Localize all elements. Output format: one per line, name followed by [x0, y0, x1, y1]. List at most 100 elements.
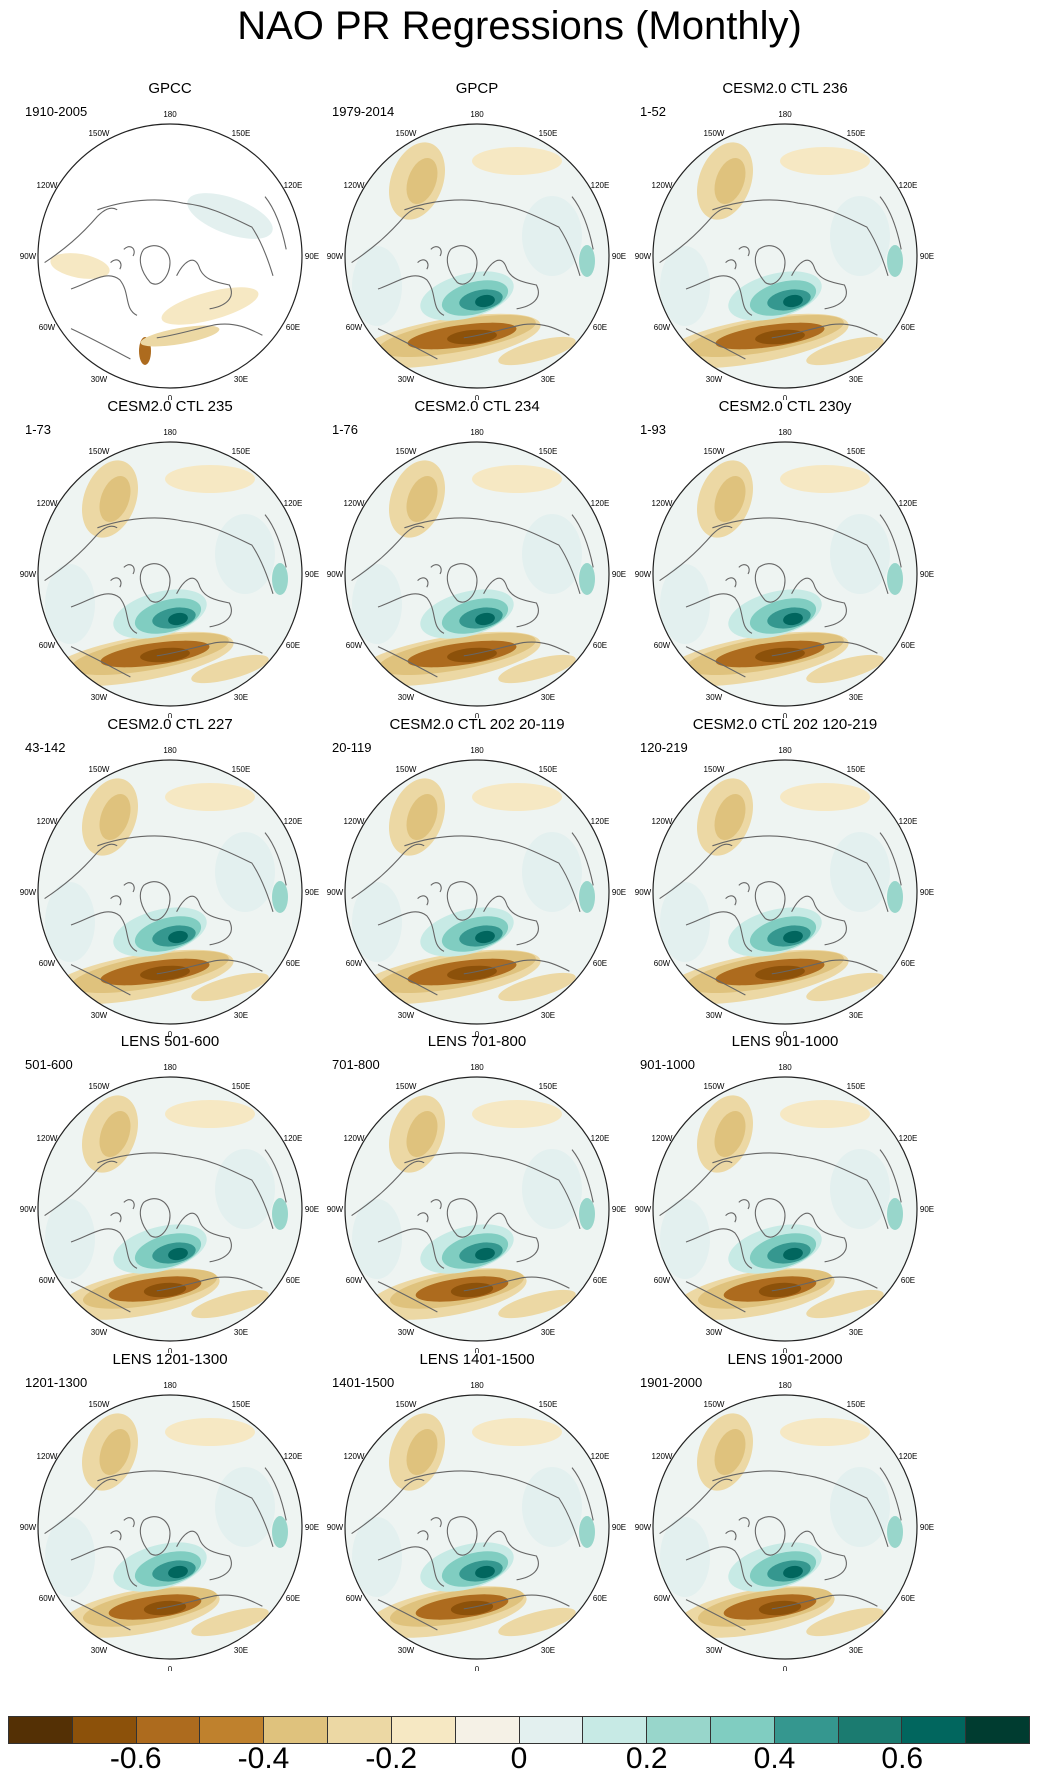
longitude-label: 30E	[849, 375, 863, 384]
anomaly-dry-region	[498, 1607, 576, 1637]
anomaly-wet-region	[579, 563, 595, 595]
longitude-label: 30W	[706, 1011, 723, 1020]
map-panel: LENS 701-800 180 150E 120E 90E 60E 30E 0 30W 60W 9…	[327, 1033, 627, 1353]
map-panel: CESM2.0 CTL 202 120-219 180 150E 120E 90E 60E…	[635, 716, 935, 1036]
coastline	[879, 832, 902, 886]
coastline	[377, 275, 445, 316]
longitude-label: 120W	[344, 817, 365, 826]
anomaly-dry-region	[50, 253, 110, 279]
longitude-label: 60W	[654, 1594, 671, 1603]
coastline	[446, 1198, 478, 1238]
anomaly-wet-region	[783, 294, 803, 308]
panel-years: 120-219	[640, 740, 688, 755]
coastline	[377, 593, 445, 634]
longitude-label: 120E	[591, 1134, 610, 1143]
panel-years: 1979-2014	[332, 104, 395, 119]
polar-map: 180 150E 120E 90E 60E 30E 0 30W 60W 90W 120W 150W	[635, 110, 934, 400]
colorbar-box	[774, 1717, 839, 1743]
coastline	[879, 1467, 902, 1521]
colorbar-tick-label: 0.6	[881, 1742, 924, 1775]
longitude-label: 60E	[286, 1276, 300, 1285]
anomaly-dry-region	[472, 465, 562, 493]
colorbar-tick-label: 0.4	[753, 1742, 796, 1775]
longitude-label: 120E	[591, 499, 610, 508]
longitude-label: 30W	[398, 1646, 415, 1655]
longitude-label: 90E	[612, 570, 626, 579]
panel-years: 1401-1500	[332, 1375, 395, 1390]
coastline	[351, 1160, 425, 1217]
coastline	[685, 328, 746, 360]
anomaly-wet-region	[830, 832, 890, 912]
longitude-label: 180	[163, 746, 177, 755]
longitude-label: 120W	[37, 1452, 58, 1461]
panel-title: CESM2.0 CTL 234	[414, 398, 540, 415]
longitude-label: 150E	[232, 765, 251, 774]
map-panel: CESM2.0 CTL 235 180 150E 120E 90E 60E 30E 0 30W 6…	[20, 398, 320, 718]
longitude-label: 60W	[346, 1594, 363, 1603]
longitude-label: 60E	[593, 641, 607, 650]
longitude-label: 60W	[39, 1276, 56, 1285]
anomaly-dry-region	[191, 1607, 269, 1637]
longitude-label: 120W	[37, 181, 58, 190]
longitude-label: 30W	[91, 1328, 108, 1337]
panel-years: 1-76	[332, 422, 359, 437]
anomaly-wet-region	[168, 1565, 188, 1579]
longitude-label: 150W	[396, 1400, 417, 1409]
coastline	[110, 1199, 135, 1223]
coastline	[771, 959, 878, 975]
map-boundary	[37, 759, 303, 1025]
map-panel: CESM2.0 CTL 234 180 150E 120E 90E 60E 30E 0 30W 6…	[327, 398, 627, 718]
coastline	[417, 1517, 442, 1541]
longitude-label: 90W	[327, 1523, 344, 1532]
anomaly-dry-region	[165, 1418, 255, 1446]
anomaly-wet-region	[660, 246, 710, 326]
longitude-label: 120W	[37, 817, 58, 826]
coastline	[110, 882, 135, 906]
polar-map: 180 150E 120E 90E 60E 30E 0 30W 60W 90W 120W 150W	[327, 1063, 626, 1353]
coastline	[377, 1599, 438, 1631]
longitude-label: 60E	[901, 959, 915, 968]
longitude-label: 30E	[541, 1011, 555, 1020]
anomaly-wet-region	[272, 1516, 288, 1548]
longitude-label: 30E	[234, 1011, 248, 1020]
colorbar-box	[72, 1717, 137, 1743]
anomaly-wet-region	[475, 1247, 495, 1261]
longitude-label: 120W	[37, 1134, 58, 1143]
coastline	[463, 959, 570, 975]
polar-map: 180 150E 120E 90E 60E 30E 0 30W 60W 90W 120W 150W	[20, 110, 319, 400]
polar-map: 180 150E 120E 90E 60E 30E 0 30W 60W 90W 120W 150W	[20, 746, 319, 1036]
anomaly-dry-region	[714, 1110, 746, 1158]
coastline	[139, 881, 171, 921]
coastline	[97, 835, 274, 912]
coastline	[70, 1281, 131, 1313]
longitude-label: 150W	[89, 447, 110, 456]
longitude-label: 30E	[849, 1646, 863, 1655]
anomaly-wet-region	[352, 246, 402, 326]
coastline	[685, 1281, 746, 1313]
coastline	[754, 881, 786, 921]
longitude-label: 150E	[539, 765, 558, 774]
anomaly-wet-region	[660, 882, 710, 962]
longitude-label: 30E	[234, 1646, 248, 1655]
coastline	[463, 323, 570, 339]
panel-years: 43-142	[25, 740, 66, 755]
coastline	[712, 1470, 889, 1547]
anomaly-wet-region	[830, 1467, 890, 1547]
coastline	[712, 517, 889, 594]
longitude-label: 150W	[396, 129, 417, 138]
coastline	[417, 882, 442, 906]
coastline	[70, 646, 131, 678]
anomaly-wet-region	[522, 514, 582, 594]
map-boundary	[652, 1076, 918, 1342]
panel-title: LENS 701-800	[427, 1033, 527, 1050]
coastline	[176, 1530, 232, 1581]
coastline	[377, 964, 438, 996]
anomaly-wet-region	[887, 563, 903, 595]
longitude-label: 30W	[706, 1646, 723, 1655]
longitude-label: 150E	[847, 1400, 866, 1409]
longitude-label: 180	[163, 1381, 177, 1390]
anomaly-dry-region	[714, 157, 746, 205]
coastline	[44, 843, 118, 900]
longitude-label: 0	[475, 712, 480, 718]
anomaly-dry-region	[806, 654, 884, 684]
